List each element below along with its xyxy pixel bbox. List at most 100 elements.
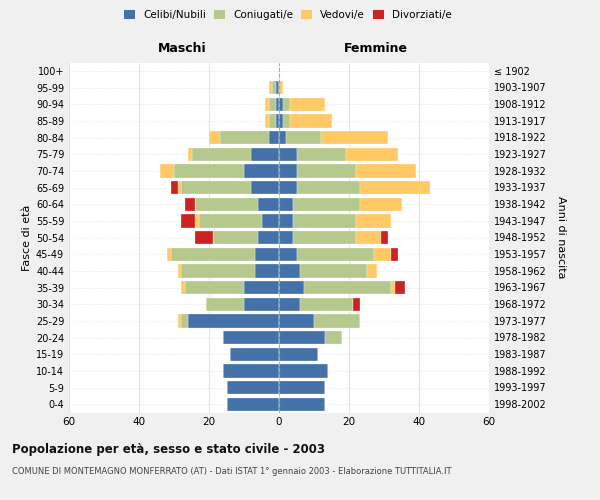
Bar: [356, 231, 380, 244]
Bar: [290, 114, 331, 128]
Bar: [181, 264, 254, 278]
Bar: [265, 98, 269, 111]
Bar: [373, 248, 391, 261]
Bar: [275, 98, 279, 111]
Bar: [367, 264, 377, 278]
Bar: [325, 331, 342, 344]
Bar: [178, 314, 181, 328]
Bar: [244, 164, 279, 177]
Bar: [258, 198, 279, 211]
Text: Femmine: Femmine: [344, 42, 407, 56]
Bar: [293, 214, 356, 228]
Bar: [223, 331, 279, 344]
Bar: [391, 248, 398, 261]
Bar: [356, 164, 415, 177]
Bar: [223, 364, 279, 378]
Bar: [279, 214, 293, 228]
Bar: [181, 281, 185, 294]
Bar: [170, 181, 178, 194]
Bar: [199, 214, 262, 228]
Bar: [286, 131, 321, 144]
Bar: [227, 398, 279, 411]
Bar: [359, 198, 401, 211]
Bar: [188, 314, 279, 328]
Bar: [279, 131, 286, 144]
Bar: [321, 131, 388, 144]
Bar: [391, 281, 395, 294]
Text: COMUNE DI MONTEMAGNO MONFERRATO (AT) - Dati ISTAT 1° gennaio 2003 - Elaborazione: COMUNE DI MONTEMAGNO MONFERRATO (AT) - D…: [12, 468, 452, 476]
Bar: [174, 164, 244, 177]
Bar: [279, 114, 283, 128]
Bar: [181, 214, 195, 228]
Bar: [279, 164, 296, 177]
Bar: [296, 248, 373, 261]
Bar: [279, 298, 300, 311]
Bar: [279, 181, 296, 194]
Bar: [191, 148, 251, 161]
Bar: [353, 298, 359, 311]
Bar: [269, 98, 275, 111]
Bar: [279, 348, 317, 361]
Bar: [167, 248, 170, 261]
Bar: [188, 148, 191, 161]
Bar: [279, 148, 296, 161]
Bar: [181, 314, 188, 328]
Bar: [359, 181, 430, 194]
Bar: [296, 148, 346, 161]
Bar: [279, 198, 293, 211]
Bar: [170, 248, 254, 261]
Bar: [272, 81, 275, 94]
Bar: [269, 81, 272, 94]
Bar: [205, 298, 244, 311]
Text: Maschi: Maschi: [158, 42, 207, 56]
Y-axis label: Fasce di età: Fasce di età: [22, 204, 32, 270]
Bar: [279, 331, 325, 344]
Bar: [230, 348, 279, 361]
Bar: [265, 114, 269, 128]
Bar: [279, 81, 283, 94]
Bar: [293, 231, 356, 244]
Bar: [279, 98, 283, 111]
Bar: [212, 231, 258, 244]
Bar: [279, 231, 293, 244]
Bar: [395, 281, 405, 294]
Bar: [380, 231, 388, 244]
Bar: [178, 181, 181, 194]
Y-axis label: Anni di nascita: Anni di nascita: [556, 196, 566, 278]
Bar: [181, 181, 251, 194]
Bar: [178, 264, 181, 278]
Bar: [279, 398, 325, 411]
Bar: [269, 114, 275, 128]
Bar: [244, 298, 279, 311]
Bar: [185, 198, 195, 211]
Bar: [195, 214, 199, 228]
Bar: [290, 98, 325, 111]
Bar: [220, 131, 269, 144]
Bar: [185, 281, 244, 294]
Bar: [269, 131, 279, 144]
Bar: [279, 248, 296, 261]
Bar: [195, 231, 212, 244]
Bar: [251, 148, 279, 161]
Bar: [244, 281, 279, 294]
Bar: [262, 214, 279, 228]
Bar: [195, 198, 258, 211]
Bar: [279, 264, 300, 278]
Bar: [254, 248, 279, 261]
Legend: Celibi/Nubili, Coniugati/e, Vedovi/e, Divorziati/e: Celibi/Nubili, Coniugati/e, Vedovi/e, Di…: [122, 8, 454, 22]
Bar: [293, 198, 359, 211]
Bar: [254, 264, 279, 278]
Bar: [275, 81, 279, 94]
Text: Popolazione per età, sesso e stato civile - 2003: Popolazione per età, sesso e stato civil…: [12, 442, 325, 456]
Bar: [296, 164, 356, 177]
Bar: [279, 281, 304, 294]
Bar: [209, 131, 220, 144]
Bar: [346, 148, 398, 161]
Bar: [275, 114, 279, 128]
Bar: [300, 264, 367, 278]
Bar: [160, 164, 174, 177]
Bar: [227, 381, 279, 394]
Bar: [296, 181, 359, 194]
Bar: [304, 281, 391, 294]
Bar: [251, 181, 279, 194]
